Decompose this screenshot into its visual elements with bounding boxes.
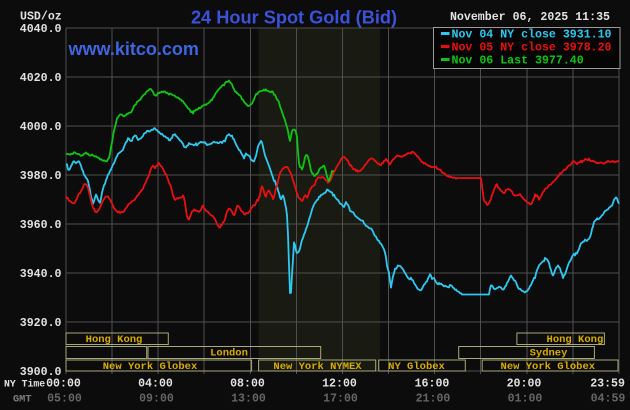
svg-text:GMT: GMT — [13, 394, 32, 406]
svg-text:Nov 05 NY close 3978.20: Nov 05 NY close 3978.20 — [452, 42, 612, 55]
svg-text:4020.0: 4020.0 — [20, 72, 62, 85]
svg-text:Nov 06 Last 3977.40: Nov 06 Last 3977.40 — [452, 55, 584, 68]
svg-text:November 06, 2025 11:35: November 06, 2025 11:35 — [450, 11, 610, 24]
svg-text:New York Globex: New York Globex — [103, 361, 198, 373]
svg-text:16:00: 16:00 — [415, 378, 450, 391]
svg-text:4000.0: 4000.0 — [20, 121, 62, 134]
svg-text:3960.0: 3960.0 — [20, 219, 62, 232]
svg-text:04:59: 04:59 — [591, 393, 626, 406]
svg-text:20:00: 20:00 — [507, 378, 542, 391]
svg-text:21:00: 21:00 — [416, 393, 451, 406]
svg-text:London: London — [210, 348, 248, 360]
svg-text:24 Hour Spot Gold (Bid): 24 Hour Spot Gold (Bid) — [191, 8, 397, 28]
svg-text:12:00: 12:00 — [322, 378, 357, 391]
svg-text:3940.0: 3940.0 — [20, 268, 62, 281]
svg-text:00:00: 00:00 — [46, 378, 81, 391]
svg-text:New York Globex: New York Globex — [501, 361, 596, 373]
svg-text:3920.0: 3920.0 — [20, 317, 62, 330]
svg-text:Sydney: Sydney — [530, 348, 569, 360]
svg-text:17:00: 17:00 — [323, 393, 358, 406]
svg-text:3980.0: 3980.0 — [20, 170, 62, 183]
svg-text:NY Time: NY Time — [4, 379, 45, 390]
svg-text:Hong Kong: Hong Kong — [86, 334, 143, 346]
svg-text:13:00: 13:00 — [231, 393, 266, 406]
svg-text:08:00: 08:00 — [230, 378, 265, 391]
svg-text:USD/oz: USD/oz — [20, 11, 62, 24]
svg-text:04:00: 04:00 — [138, 378, 173, 391]
svg-text:01:00: 01:00 — [508, 393, 543, 406]
svg-text:09:00: 09:00 — [139, 393, 174, 406]
svg-text:3900.0: 3900.0 — [20, 366, 62, 379]
svg-text:NY Globex: NY Globex — [388, 361, 445, 373]
svg-text:New York NYMEX: New York NYMEX — [273, 361, 362, 373]
svg-text:Nov 04 NY close 3931.10: Nov 04 NY close 3931.10 — [452, 29, 612, 42]
svg-text:05:00: 05:00 — [47, 393, 82, 406]
svg-text:4040.0: 4040.0 — [20, 23, 62, 36]
svg-text:23:59: 23:59 — [590, 378, 625, 391]
svg-text:www.kitco.com: www.kitco.com — [68, 39, 199, 59]
svg-text:Hong Kong: Hong Kong — [547, 334, 604, 346]
